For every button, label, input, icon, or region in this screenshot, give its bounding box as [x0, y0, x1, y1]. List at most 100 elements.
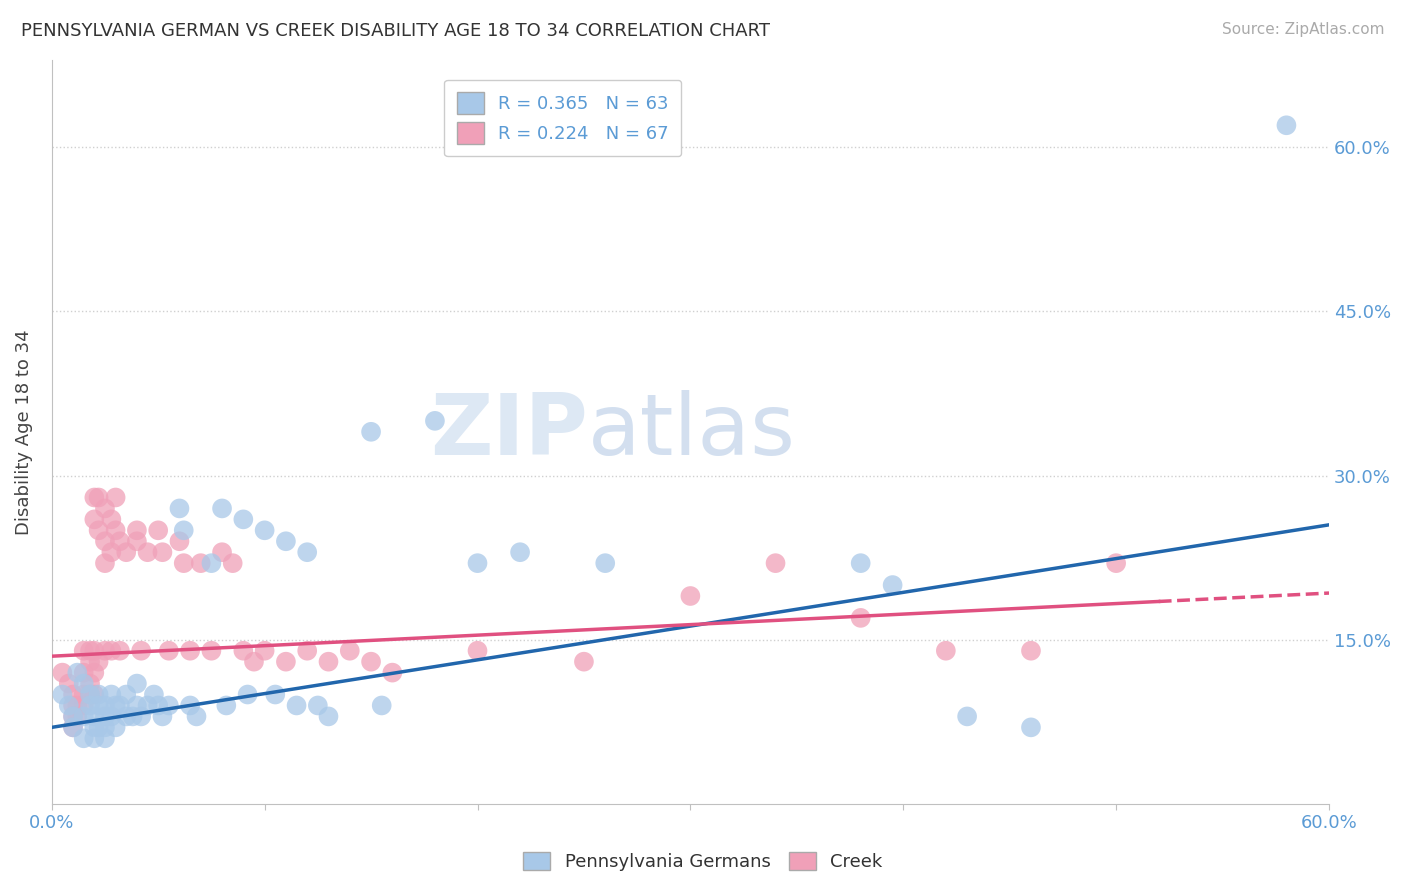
Point — [87, 524, 110, 538]
Point — [152, 709, 174, 723]
Point — [73, 644, 96, 658]
Point — [295, 644, 318, 658]
Point — [200, 644, 222, 658]
Point — [115, 709, 138, 723]
Point — [765, 556, 787, 570]
Point — [200, 556, 222, 570]
Point — [211, 545, 233, 559]
Point — [73, 698, 96, 713]
Point — [73, 709, 96, 723]
Y-axis label: Disability Age 18 to 34: Disability Age 18 to 34 — [15, 329, 32, 534]
Text: PENNSYLVANIA GERMAN VS CREEK DISABILITY AGE 18 TO 34 CORRELATION CHART: PENNSYLVANIA GERMAN VS CREEK DISABILITY … — [21, 22, 770, 40]
Point — [73, 688, 96, 702]
Point — [136, 698, 159, 713]
Point — [186, 709, 208, 723]
Point — [62, 688, 84, 702]
Point — [148, 698, 170, 713]
Point — [125, 534, 148, 549]
Point — [100, 644, 122, 658]
Point — [58, 698, 80, 713]
Point — [66, 665, 89, 680]
Point — [79, 655, 101, 669]
Point — [51, 665, 73, 680]
Point — [274, 534, 297, 549]
Point — [100, 688, 122, 702]
Point — [115, 545, 138, 559]
Point — [62, 720, 84, 734]
Point — [572, 655, 595, 669]
Point — [94, 534, 117, 549]
Point — [381, 665, 404, 680]
Point — [62, 709, 84, 723]
Point — [104, 491, 127, 505]
Point — [100, 512, 122, 526]
Point — [236, 688, 259, 702]
Point — [115, 688, 138, 702]
Point — [51, 688, 73, 702]
Point — [104, 524, 127, 538]
Point — [318, 709, 340, 723]
Point — [94, 556, 117, 570]
Legend: Pennsylvania Germans, Creek: Pennsylvania Germans, Creek — [516, 845, 890, 879]
Point — [423, 414, 446, 428]
Point — [94, 709, 117, 723]
Point — [129, 709, 152, 723]
Point — [83, 720, 105, 734]
Point — [882, 578, 904, 592]
Point — [215, 698, 238, 713]
Point — [87, 720, 110, 734]
Point — [243, 655, 266, 669]
Point — [79, 698, 101, 713]
Point — [935, 644, 957, 658]
Point — [108, 698, 131, 713]
Point — [956, 709, 979, 723]
Point — [1275, 118, 1298, 132]
Point — [62, 720, 84, 734]
Point — [179, 644, 201, 658]
Point — [66, 709, 89, 723]
Point — [222, 556, 245, 570]
Point — [73, 731, 96, 746]
Point — [142, 688, 165, 702]
Text: atlas: atlas — [588, 391, 796, 474]
Point — [79, 644, 101, 658]
Point — [94, 698, 117, 713]
Legend: R = 0.365   N = 63, R = 0.224   N = 67: R = 0.365 N = 63, R = 0.224 N = 67 — [444, 79, 682, 156]
Point — [295, 545, 318, 559]
Point — [190, 556, 212, 570]
Point — [73, 676, 96, 690]
Point — [211, 501, 233, 516]
Point — [73, 665, 96, 680]
Point — [1019, 644, 1042, 658]
Point — [58, 676, 80, 690]
Point — [148, 524, 170, 538]
Point — [849, 556, 872, 570]
Point — [232, 512, 254, 526]
Point — [79, 676, 101, 690]
Point — [87, 698, 110, 713]
Point — [467, 556, 489, 570]
Point — [274, 655, 297, 669]
Point — [121, 709, 143, 723]
Point — [157, 644, 180, 658]
Point — [173, 524, 195, 538]
Point — [318, 655, 340, 669]
Point — [339, 644, 361, 658]
Point — [79, 688, 101, 702]
Point — [179, 698, 201, 713]
Point — [83, 512, 105, 526]
Point — [169, 534, 191, 549]
Point — [104, 720, 127, 734]
Point — [264, 688, 287, 702]
Point — [509, 545, 531, 559]
Text: Source: ZipAtlas.com: Source: ZipAtlas.com — [1222, 22, 1385, 37]
Point — [253, 644, 276, 658]
Point — [94, 720, 117, 734]
Point — [87, 688, 110, 702]
Point — [94, 501, 117, 516]
Point — [125, 676, 148, 690]
Point — [83, 731, 105, 746]
Point — [83, 688, 105, 702]
Point — [1105, 556, 1128, 570]
Point — [849, 611, 872, 625]
